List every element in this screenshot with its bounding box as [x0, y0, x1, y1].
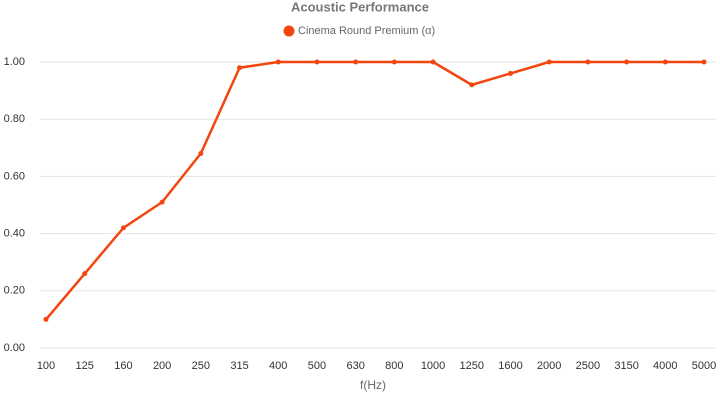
y-tick-label: 0.20: [4, 285, 25, 297]
data-point: [507, 70, 513, 76]
x-tick-label: 800: [385, 360, 403, 372]
x-tick-label: 1250: [460, 360, 484, 372]
y-tick-label: 0.60: [4, 170, 25, 182]
y-tick-label: 0.80: [4, 113, 25, 125]
x-tick-label: 500: [308, 360, 326, 372]
x-tick-label: 100: [37, 360, 55, 372]
data-point: [159, 199, 165, 205]
x-tick-label: 315: [230, 360, 248, 372]
data-point: [120, 225, 126, 231]
data-point: [430, 59, 436, 65]
data-point: [82, 271, 88, 277]
x-tick-label: 400: [269, 360, 287, 372]
data-point: [43, 316, 49, 322]
legend-label[interactable]: Cinema Round Premium (α): [298, 25, 435, 37]
y-tick-label: 0.40: [4, 228, 25, 240]
x-tick-label: 4000: [653, 360, 677, 372]
x-tick-label: 160: [114, 360, 132, 372]
x-tick-label: 630: [346, 360, 364, 372]
data-point: [701, 59, 707, 65]
data-point: [353, 59, 359, 65]
x-tick-label: 200: [153, 360, 171, 372]
x-tick-label: 2000: [537, 360, 561, 372]
data-point: [198, 151, 204, 157]
x-tick-label: 1000: [421, 360, 445, 372]
x-tick-label: 250: [192, 360, 210, 372]
data-point: [391, 59, 397, 65]
data-point: [662, 59, 668, 65]
data-point: [314, 59, 320, 65]
data-point: [546, 59, 552, 65]
x-tick-label: 1600: [498, 360, 522, 372]
data-point: [275, 59, 281, 65]
data-point: [624, 59, 630, 65]
data-point: [585, 59, 591, 65]
x-axis-label: f(Hz): [360, 378, 386, 392]
x-tick-label: 3150: [614, 360, 638, 372]
chart-title: Acoustic Performance: [291, 0, 429, 14]
y-tick-label: 0.00: [4, 342, 25, 354]
series-line: [45, 60, 704, 321]
x-tick-label: 125: [76, 360, 94, 372]
x-tick-label: 2500: [576, 360, 600, 372]
y-tick-label: 1.00: [4, 56, 25, 68]
x-tick-label: 5000: [692, 360, 716, 372]
data-point: [469, 82, 475, 88]
data-point: [237, 65, 243, 71]
legend-marker[interactable]: [283, 25, 295, 37]
